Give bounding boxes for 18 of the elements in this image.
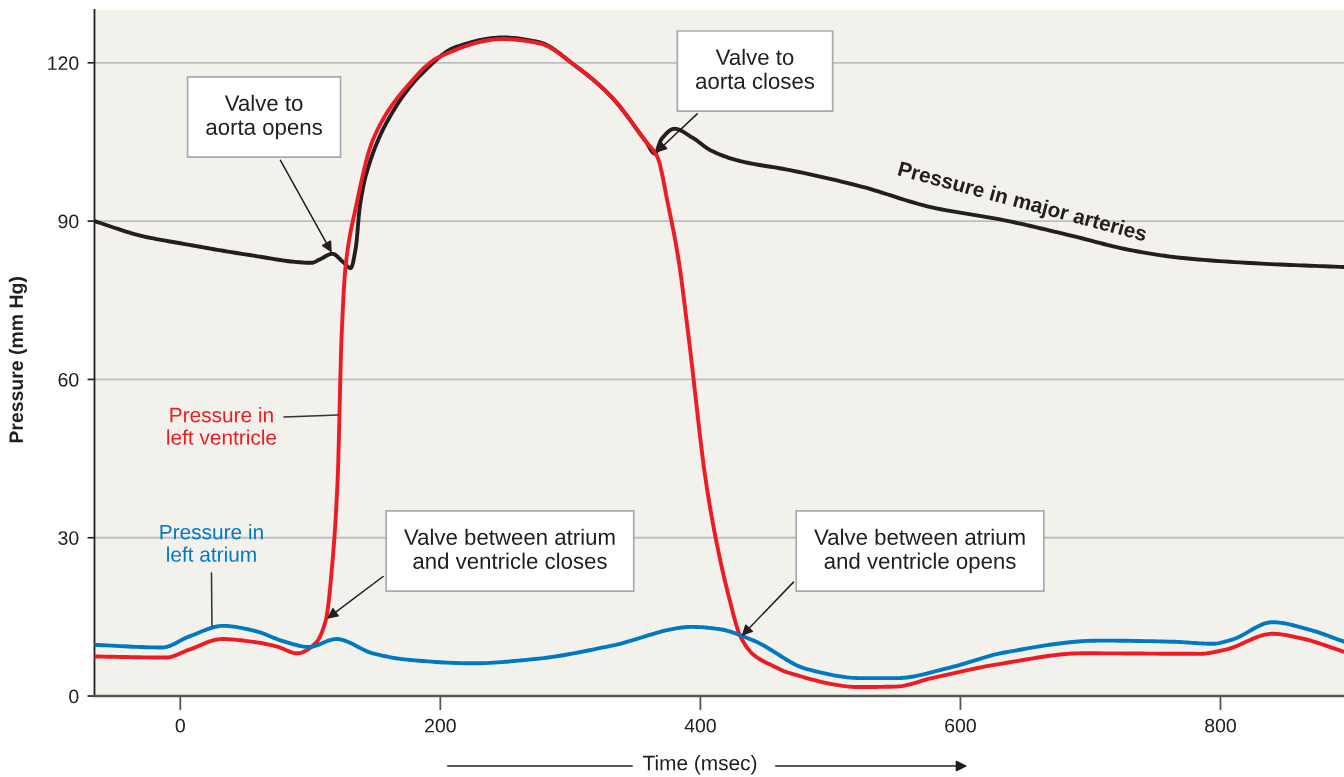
x-axis-title: Time (msec) xyxy=(643,755,757,775)
y-tick-label: 30 xyxy=(58,531,79,545)
x-tick-label: 0 xyxy=(175,718,185,733)
text: Pressure in left ventricle xyxy=(167,407,277,445)
annotation: Valve between atrium and ventricle opens xyxy=(814,528,1025,574)
y-tick-label: 90 xyxy=(58,214,79,229)
y-axis-title: Pressure (mm Hg) xyxy=(8,277,28,443)
annotation: Valve to aorta opens xyxy=(206,94,322,140)
annotation: Valve to aorta closes xyxy=(696,48,815,90)
x-tick-label: 800 xyxy=(1205,718,1236,733)
y-tick-label: 60 xyxy=(58,372,79,387)
x-tick-label: 200 xyxy=(425,718,456,733)
x-tick-label: 400 xyxy=(684,718,716,733)
y-tick-label: 120 xyxy=(48,56,79,71)
x-tick-label: 600 xyxy=(945,718,976,733)
y-tick-label: 0 xyxy=(69,689,79,704)
text: Pressure in left atrium xyxy=(160,524,263,562)
annotation: Valve between atrium and ventricle closes xyxy=(404,528,615,569)
